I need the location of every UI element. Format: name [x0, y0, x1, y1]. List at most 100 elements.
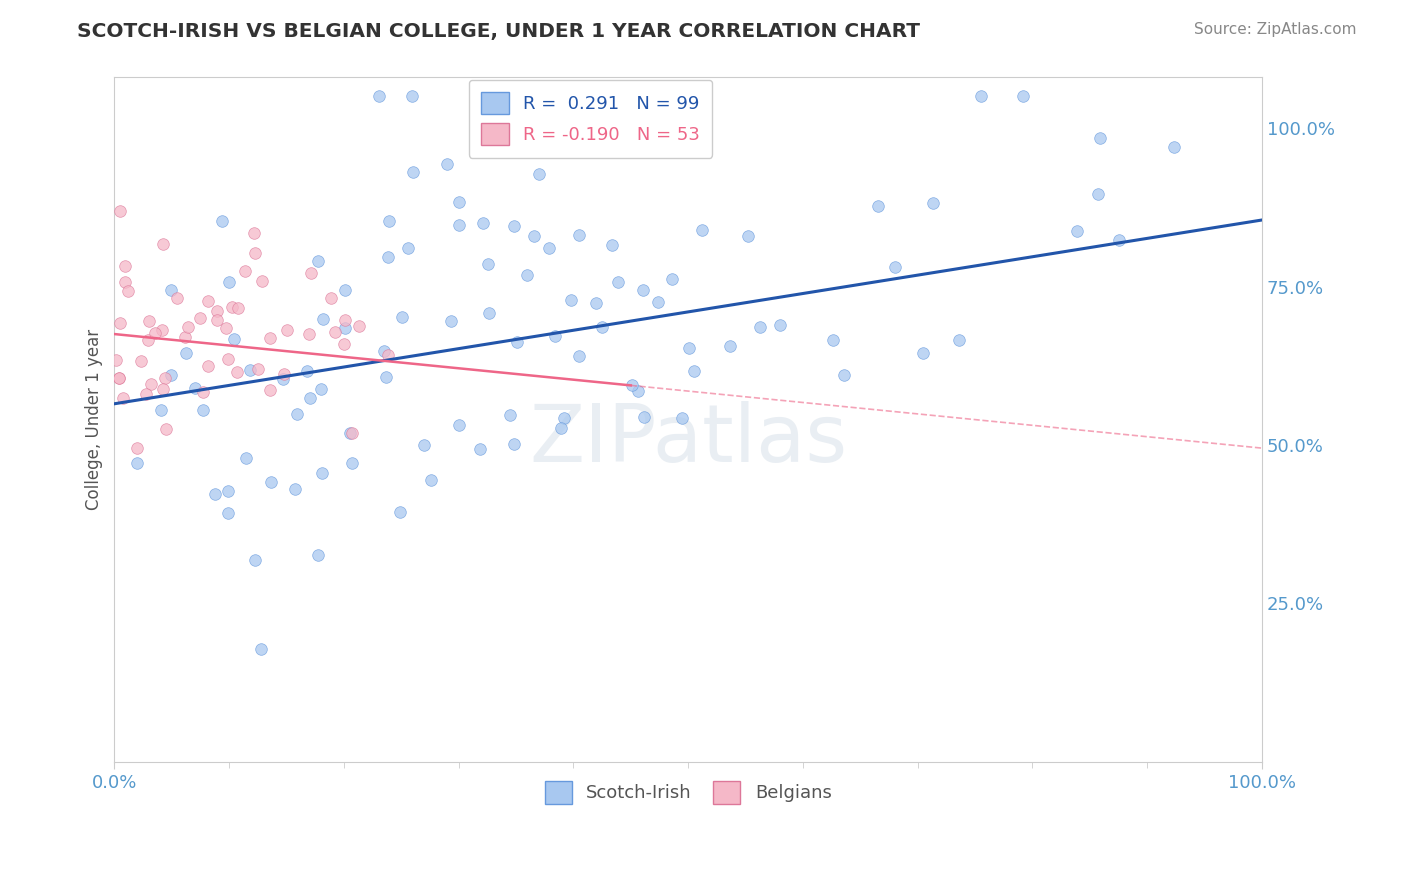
Point	[114, 260, 136, 274]
Point	[606, 275, 628, 289]
Point	[472, 216, 495, 230]
Point	[1011, 89, 1033, 103]
Point	[633, 409, 655, 424]
Point	[307, 548, 329, 562]
Point	[204, 487, 226, 501]
Point	[585, 296, 607, 310]
Point	[647, 294, 669, 309]
Legend: Scotch-Irish, Belgians: Scotch-Irish, Belgians	[534, 771, 842, 814]
Point	[226, 301, 249, 315]
Point	[224, 332, 246, 346]
Point	[166, 291, 188, 305]
Point	[218, 276, 240, 290]
Point	[671, 410, 693, 425]
Point	[333, 337, 356, 351]
Point	[478, 306, 501, 320]
Point	[273, 368, 295, 382]
Point	[127, 442, 149, 456]
Point	[191, 402, 214, 417]
Point	[1163, 139, 1185, 153]
Point	[1108, 233, 1130, 247]
Point	[191, 385, 214, 400]
Point	[690, 223, 713, 237]
Point	[184, 381, 207, 395]
Point	[543, 329, 565, 343]
Point	[117, 285, 139, 299]
Point	[298, 327, 321, 342]
Point	[235, 450, 257, 465]
Point	[468, 442, 491, 457]
Point	[260, 475, 283, 490]
Point	[922, 196, 945, 211]
Point	[568, 350, 591, 364]
Point	[245, 245, 267, 260]
Point	[447, 194, 470, 209]
Point	[143, 326, 166, 340]
Point	[285, 407, 308, 421]
Point	[152, 382, 174, 396]
Point	[217, 483, 239, 498]
Point	[477, 257, 499, 271]
Point	[347, 319, 370, 334]
Point	[243, 552, 266, 566]
Point	[197, 294, 219, 309]
Point	[271, 372, 294, 386]
Point	[242, 226, 264, 240]
Point	[138, 313, 160, 327]
Point	[440, 314, 463, 328]
Point	[631, 283, 654, 297]
Point	[107, 370, 129, 384]
Point	[503, 219, 526, 233]
Point	[678, 342, 700, 356]
Point	[319, 291, 342, 305]
Point	[769, 318, 792, 332]
Point	[1088, 131, 1111, 145]
Point	[401, 89, 423, 103]
Point	[259, 331, 281, 345]
Point	[155, 422, 177, 436]
Point	[737, 229, 759, 244]
Point	[307, 253, 329, 268]
Point	[217, 351, 239, 366]
Point	[402, 165, 425, 179]
Point	[389, 505, 412, 519]
Point	[226, 365, 249, 379]
Point	[339, 425, 361, 440]
Point	[412, 438, 434, 452]
Point	[333, 313, 356, 327]
Point	[832, 368, 855, 382]
Point	[340, 456, 363, 470]
Point	[718, 339, 741, 353]
Point	[149, 403, 172, 417]
Point	[503, 437, 526, 451]
Point	[155, 371, 177, 385]
Point	[396, 241, 419, 255]
Point	[249, 642, 271, 657]
Point	[375, 369, 398, 384]
Point	[523, 229, 546, 244]
Point	[529, 167, 551, 181]
Point	[449, 218, 471, 232]
Point	[553, 410, 575, 425]
Point	[174, 346, 197, 360]
Point	[110, 316, 132, 330]
Point	[377, 250, 399, 264]
Point	[114, 276, 136, 290]
Point	[197, 359, 219, 373]
Point	[333, 320, 356, 334]
Text: SCOTCH-IRISH VS BELGIAN COLLEGE, UNDER 1 YEAR CORRELATION CHART: SCOTCH-IRISH VS BELGIAN COLLEGE, UNDER 1…	[77, 22, 921, 41]
Point	[373, 343, 395, 358]
Point	[299, 391, 322, 405]
Point	[537, 241, 560, 255]
Point	[323, 325, 346, 339]
Point	[295, 364, 318, 378]
Point	[108, 371, 131, 385]
Point	[259, 383, 281, 397]
Y-axis label: College, Under 1 year: College, Under 1 year	[86, 329, 103, 510]
Point	[159, 283, 181, 297]
Point	[131, 354, 153, 368]
Point	[821, 333, 844, 347]
Point	[311, 466, 333, 480]
Point	[377, 213, 399, 227]
Point	[188, 311, 211, 326]
